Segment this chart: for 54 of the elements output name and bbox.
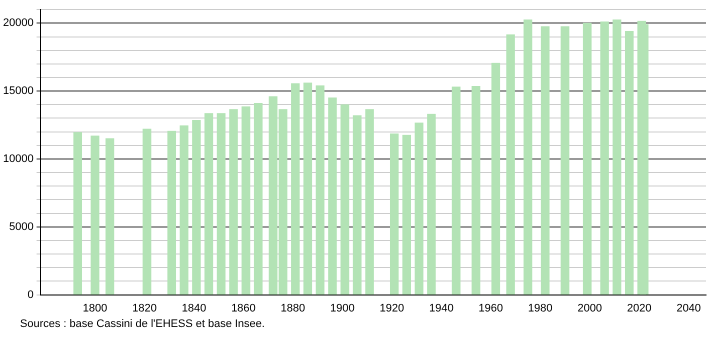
bar [472,86,480,295]
bar [180,125,188,295]
bar [365,109,374,295]
bar [640,24,648,295]
y-tick-label: 0 [27,288,34,301]
bar [204,113,214,295]
bar [414,122,424,295]
x-tick-label: 1960 [478,302,504,314]
x-tick-label: 1840 [182,302,206,314]
x-tick-label: 1820 [132,302,157,314]
bar [316,85,324,295]
bar [390,134,399,295]
bar [352,115,362,295]
x-tick-label: 1860 [231,302,256,314]
bar [229,109,238,295]
bar [90,136,100,295]
y-tick-label: 10000 [2,153,34,166]
bar [106,138,114,295]
x-tick-label: 2020 [626,302,652,314]
bar [328,98,337,295]
source-note: Sources : base Cassini de l'EHESS et base Insee. [20,318,266,330]
y-tick-label: 20000 [2,17,34,30]
x-tick-label: 1940 [429,302,454,314]
bar [540,26,550,295]
bar [242,106,250,295]
bar [340,104,350,295]
bar [402,134,412,295]
bar [427,114,436,295]
bar [612,19,622,295]
x-tick-label: 1880 [280,302,306,314]
bar [452,86,460,295]
bar [582,22,592,295]
bar [624,31,634,295]
x-tick-label: 2040 [676,302,701,314]
bar [167,130,176,295]
bar [142,128,152,295]
x-tick-label: 1900 [330,302,355,314]
x-tick-label: 1980 [528,302,553,314]
bar [524,19,532,295]
bar [291,83,300,295]
bar [506,34,515,295]
x-tick-label: 1800 [82,302,108,314]
bar [491,62,500,295]
x-tick-label: 2000 [577,302,602,314]
y-tick-label: 15000 [2,85,34,98]
bar [254,102,263,295]
bar [600,21,609,295]
bar [73,132,82,295]
y-tick-label: 5000 [9,220,34,233]
bar [560,26,570,295]
bar [192,120,201,295]
bar [216,113,226,295]
x-tick-label: 1920 [380,302,404,314]
bar [303,82,312,295]
